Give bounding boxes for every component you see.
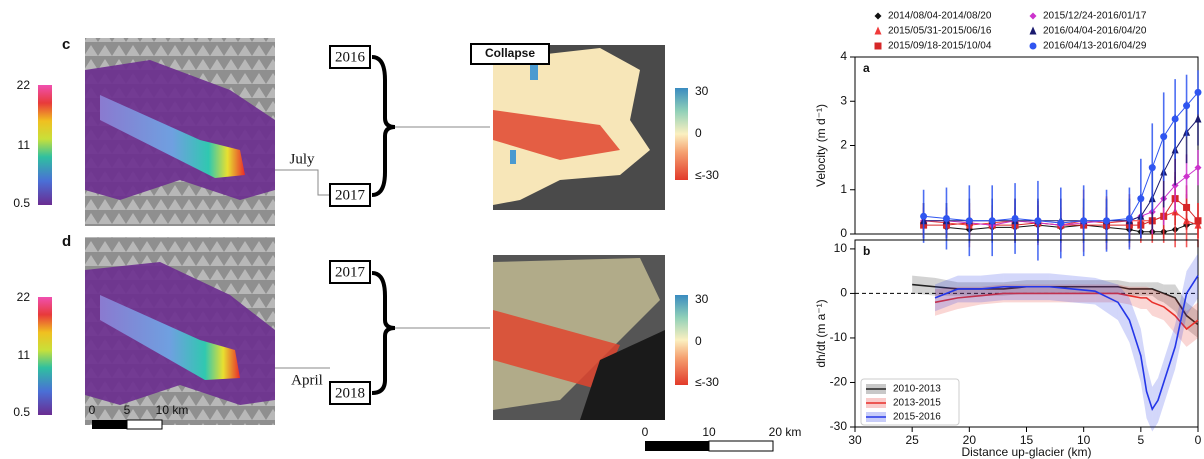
- charts: a 0 1 2 3 4 Velocity (m d⁻¹) 2014/08/04-2014/08…: [814, 11, 1201, 459]
- year-label: 2017: [335, 264, 366, 280]
- marker: [920, 213, 927, 220]
- legend-label: 2015/09/18-2015/10/04: [888, 41, 992, 52]
- legend-label: 2015/12/24-2016/01/17: [1043, 11, 1147, 22]
- marker: [1057, 219, 1064, 226]
- map-d: [85, 237, 275, 425]
- y-tick-label: 10: [834, 241, 848, 255]
- colorbar: [38, 297, 52, 415]
- legend-label: 2016/04/13-2016/04/29: [1043, 41, 1147, 52]
- scale-bar: [127, 420, 162, 429]
- marker: [966, 217, 973, 224]
- map-change-d: [493, 255, 665, 420]
- legend-label: 2014/08/04-2014/08/20: [888, 11, 992, 22]
- colorbar-tick: ≤-30: [695, 375, 719, 389]
- x-tick-label: 5: [1137, 433, 1144, 447]
- legend-marker: [875, 43, 882, 50]
- uncertainty-band: [1095, 278, 1118, 320]
- x-axis-label: Distance up-glacier (km): [961, 445, 1091, 459]
- marker: [943, 215, 950, 222]
- colorbar-tick: 0: [695, 334, 702, 348]
- legend-marker: [1030, 43, 1037, 50]
- legend-marker: [875, 27, 882, 35]
- scale-label: 5: [124, 403, 131, 417]
- figure: c 22 11 0.5 d 22 11 0.5 0 5 10 km 2016 2…: [0, 0, 1204, 459]
- y-tick-label: 1: [840, 182, 847, 196]
- marker: [1160, 133, 1167, 140]
- y-tick-label: 0: [840, 286, 847, 300]
- year-label: 2017: [335, 187, 366, 203]
- callout-label: Collapse: [485, 46, 535, 60]
- y-tick-label: 2: [840, 138, 847, 152]
- marker: [1126, 215, 1133, 222]
- panel-label: b: [863, 244, 870, 258]
- panel-label: a: [863, 61, 870, 75]
- y-tick-label: -30: [830, 419, 848, 433]
- legend-marker: [875, 13, 882, 20]
- y-axis-label: dh/dt (m a⁻¹): [814, 299, 828, 367]
- colorbar-tick: 22: [17, 78, 31, 92]
- marker: [1137, 195, 1144, 202]
- marker: [1149, 164, 1156, 171]
- colorbar: [675, 295, 688, 385]
- marker: [1195, 89, 1202, 96]
- y-tick-label: 4: [840, 49, 847, 63]
- scale-label: 10 km: [156, 403, 189, 417]
- scale-label: 20 km: [769, 425, 802, 439]
- map-change-c: [493, 45, 665, 210]
- legend-marker: [1030, 27, 1037, 35]
- legend-label: 2015/05/31-2015/06/16: [888, 26, 992, 37]
- marker: [1183, 204, 1190, 211]
- scale-bar: [709, 441, 773, 451]
- x-tick-label: 30: [848, 433, 862, 447]
- legend-label: 2013-2015: [893, 398, 941, 409]
- marker: [1103, 217, 1110, 224]
- marker: [1195, 217, 1202, 224]
- marker: [1183, 102, 1190, 109]
- marker: [1172, 115, 1179, 122]
- scale-bar: [645, 441, 709, 451]
- x-tick-label: 0: [1195, 433, 1202, 447]
- marker: [989, 217, 996, 224]
- map-c: [85, 38, 275, 226]
- colorbar-tick: 0.5: [13, 196, 30, 210]
- scale-label: 0: [89, 403, 96, 417]
- y-tick-label: -20: [830, 375, 848, 389]
- scale-bar: [92, 420, 127, 429]
- colorbar-tick: ≤-30: [695, 168, 719, 182]
- scale-label: 0: [642, 425, 649, 439]
- scale-label: 10: [702, 425, 716, 439]
- year-label: 2016: [335, 49, 366, 65]
- bracket-c: [275, 46, 490, 206]
- colorbar-tick: 22: [17, 290, 31, 304]
- season-label: April: [291, 372, 323, 388]
- colorbar-tick: 0.5: [13, 405, 30, 419]
- colorbar: [38, 85, 52, 205]
- y-tick-label: -10: [830, 330, 848, 344]
- legend-label: 2010-2013: [893, 384, 941, 395]
- year-label: 2018: [335, 385, 365, 401]
- legend-marker: [1030, 13, 1037, 20]
- marker: [1195, 114, 1202, 122]
- y-tick-label: 0: [840, 226, 847, 240]
- legend-label: 2015-2016: [893, 412, 941, 423]
- colorbar-tick: 11: [18, 138, 31, 152]
- x-tick-label: 25: [905, 433, 919, 447]
- marker: [1034, 217, 1041, 224]
- panel-label: d: [62, 233, 71, 250]
- marker: [1012, 215, 1019, 222]
- legend-label: 2016/04/04-2016/04/20: [1043, 26, 1147, 37]
- marker: [1080, 217, 1087, 224]
- colorbar-tick: 30: [695, 292, 709, 306]
- season-label: July: [289, 151, 315, 167]
- colorbar-tick: 30: [695, 84, 709, 98]
- y-tick-label: 3: [840, 93, 847, 107]
- colorbar-tick: 0: [695, 126, 702, 140]
- panel-label: c: [62, 36, 70, 53]
- colorbar-tick: 11: [18, 348, 31, 362]
- y-axis-label: Velocity (m d⁻¹): [814, 104, 828, 187]
- colorbar: [675, 88, 688, 180]
